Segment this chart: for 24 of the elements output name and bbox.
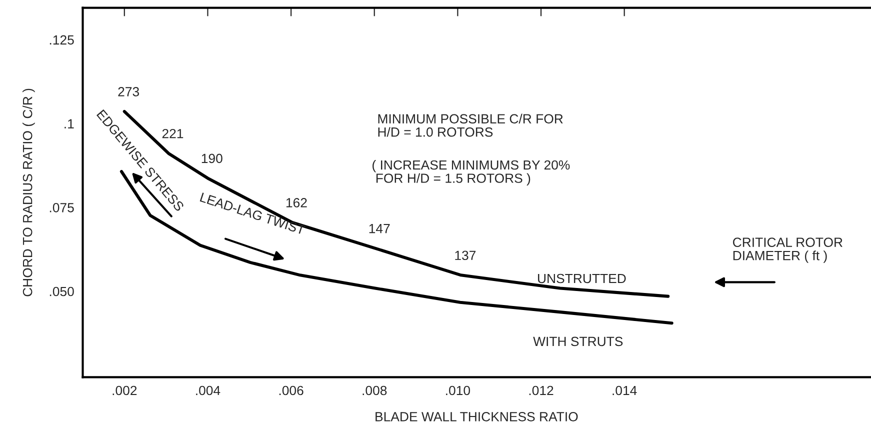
x-tick-label: .004 [196, 386, 220, 396]
annotation: 162 [286, 198, 307, 208]
x-tick-label: .012 [529, 386, 554, 396]
x-tick-label: .010 [446, 386, 470, 396]
series-label: WITH STRUTS [533, 336, 623, 346]
annotation: MINIMUM POSSIBLE C/R FOR H/D = 1.0 ROTORS [378, 114, 563, 137]
series-label: UNSTRUTTED [538, 274, 626, 284]
annotation: ( INCREASE MINIMUMS BY 20% FOR H/D = 1.5 ROTORS ) [372, 160, 570, 186]
annotation: 137 [455, 250, 476, 260]
annotation: CRITICAL ROTOR DIAMETER ( ft ) [733, 238, 842, 263]
y-axis-title: CHORD TO RADIUS RATIO ( C/R ) [22, 88, 35, 296]
y-tick-label: .125 [50, 35, 74, 45]
annotation: 273 [118, 87, 139, 96]
y-tick-label: .075 [50, 202, 74, 212]
x-axis-title: BLADE WALL THICKNESS RATIO [376, 412, 578, 422]
annotation: 221 [162, 128, 184, 138]
x-tick-label: .002 [112, 386, 137, 396]
annotation: 147 [369, 224, 390, 234]
x-tick-label: .006 [279, 386, 304, 396]
annotation: 190 [202, 154, 222, 164]
x-tick-label: .008 [362, 386, 387, 396]
y-tick-label: .050 [50, 286, 74, 296]
x-tick-label: .014 [612, 386, 637, 396]
y-tick-label: .1 [64, 119, 74, 128]
